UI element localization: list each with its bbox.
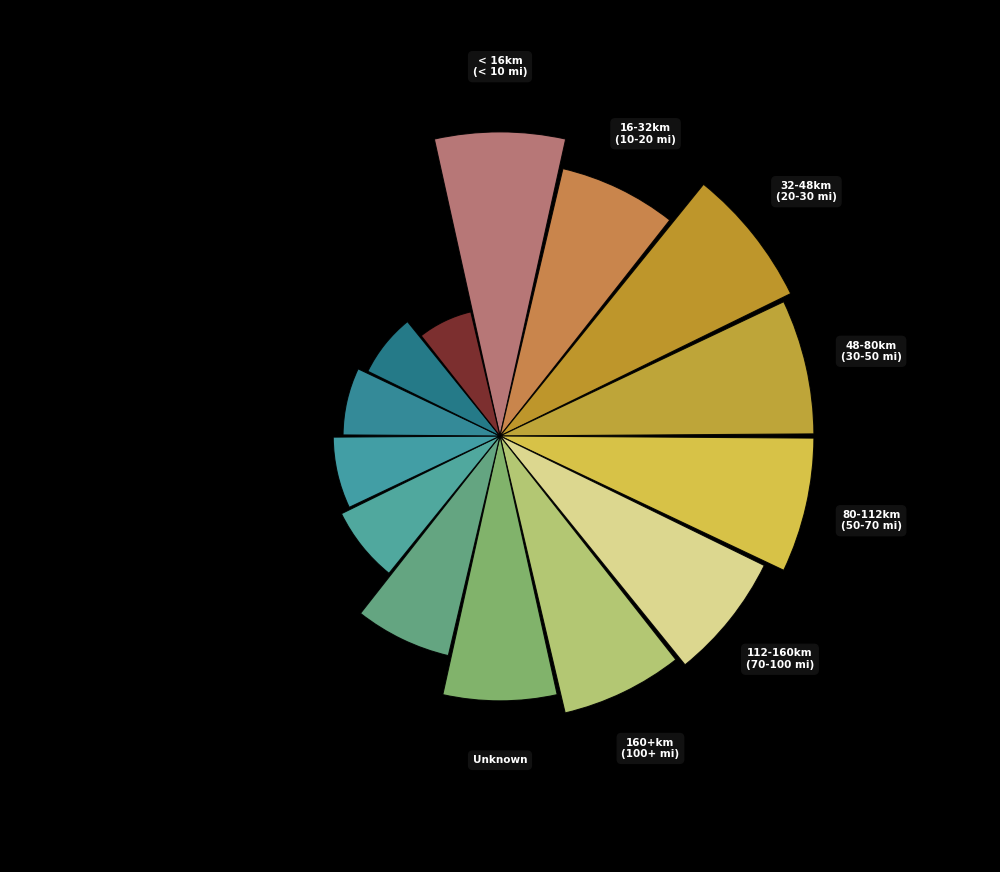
Bar xyxy=(368,322,500,436)
Bar xyxy=(500,168,670,436)
Bar xyxy=(341,436,500,573)
Bar xyxy=(333,436,500,508)
Bar xyxy=(500,436,676,713)
Bar xyxy=(421,312,500,436)
Text: < 16km
(< 10 mi): < 16km (< 10 mi) xyxy=(473,56,527,78)
Text: 112-160km
(70-100 mi): 112-160km (70-100 mi) xyxy=(746,649,814,670)
Text: Unknown: Unknown xyxy=(473,755,527,766)
Text: 16-32km
(10-20 mi): 16-32km (10-20 mi) xyxy=(615,123,676,145)
Bar xyxy=(500,184,791,436)
Bar xyxy=(434,132,566,436)
Text: 160+km
(100+ mi): 160+km (100+ mi) xyxy=(621,738,680,760)
Text: 80-112km
(50-70 mi): 80-112km (50-70 mi) xyxy=(841,510,902,532)
Text: 48-80km
(30-50 mi): 48-80km (30-50 mi) xyxy=(841,340,902,362)
Bar xyxy=(500,436,764,664)
Text: 32-48km
(20-30 mi): 32-48km (20-30 mi) xyxy=(776,181,837,202)
Bar xyxy=(500,436,814,570)
Bar xyxy=(343,369,500,436)
Bar xyxy=(500,302,814,436)
Bar xyxy=(443,436,557,701)
Bar xyxy=(361,436,500,656)
